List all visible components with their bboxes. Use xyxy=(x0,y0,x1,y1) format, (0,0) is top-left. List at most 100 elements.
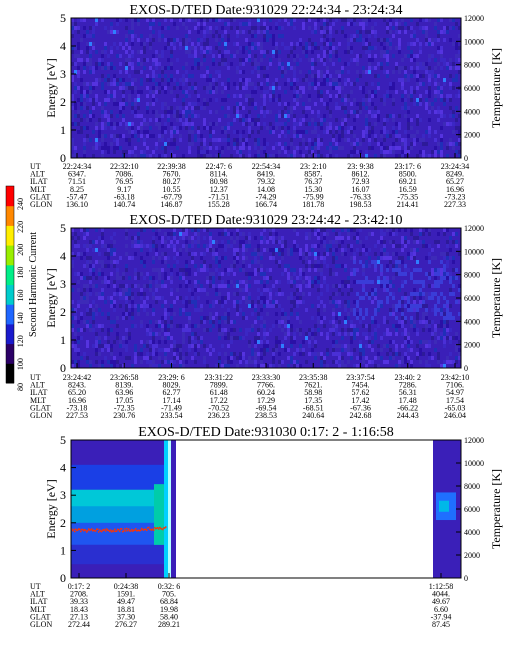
heatmap-cell xyxy=(206,300,209,304)
heatmap-cell xyxy=(179,46,182,50)
heatmap-cell xyxy=(188,320,191,324)
heatmap-cell xyxy=(92,82,95,86)
heatmap-cell xyxy=(113,304,116,308)
heatmap-cell xyxy=(308,284,311,288)
heatmap-cell xyxy=(167,142,170,146)
heatmap-cell xyxy=(239,154,242,158)
heatmap-cell xyxy=(434,348,437,352)
ephemeris-value-alt: 1591. xyxy=(117,590,135,599)
temperature-point xyxy=(144,528,146,531)
heatmap-cell xyxy=(374,312,377,316)
heatmap-cell xyxy=(386,228,389,232)
heatmap-cell xyxy=(401,360,404,364)
heatmap-cell xyxy=(407,336,410,340)
ephemeris-value-glon: 227.33 xyxy=(444,200,466,209)
heatmap-cell xyxy=(440,134,443,138)
heatmap-cell xyxy=(122,102,125,106)
heatmap-cell xyxy=(185,38,188,42)
heatmap-cell xyxy=(167,82,170,86)
heatmap-cell xyxy=(392,324,395,328)
heatmap-cell xyxy=(152,268,155,272)
heatmap-cell xyxy=(359,150,362,154)
heatmap-cell xyxy=(209,110,212,114)
temperature-point xyxy=(78,528,80,530)
heatmap-cell xyxy=(263,324,266,328)
heatmap-cell xyxy=(263,114,266,118)
heatmap-cell xyxy=(296,102,299,106)
heatmap-cell xyxy=(239,70,242,74)
heatmap-cell xyxy=(245,332,248,336)
heatmap-cell xyxy=(293,66,296,70)
heatmap-cell xyxy=(335,304,338,308)
heatmap-cell xyxy=(83,236,86,240)
heatmap-cell xyxy=(83,276,86,280)
heatmap-cell xyxy=(434,304,437,308)
heatmap-cell xyxy=(341,118,344,122)
heatmap-cell xyxy=(305,256,308,260)
heatmap-cell xyxy=(170,130,173,134)
heatmap-cell xyxy=(344,344,347,348)
heatmap-cell xyxy=(191,252,194,256)
heatmap-cell xyxy=(350,46,353,50)
heatmap-cell xyxy=(149,328,152,332)
heatmap-cell xyxy=(443,252,446,256)
heatmap-cell xyxy=(407,252,410,256)
heatmap-cell xyxy=(320,352,323,356)
heatmap-cell xyxy=(260,324,263,328)
heatmap-cell xyxy=(167,58,170,62)
heatmap-cell xyxy=(125,86,128,90)
heatmap-cell xyxy=(230,26,233,30)
heatmap-cell xyxy=(185,18,188,22)
heatmap-cell xyxy=(314,78,317,82)
heatmap-cell xyxy=(443,264,446,268)
heatmap-cell xyxy=(323,280,326,284)
heatmap-cell xyxy=(395,308,398,312)
heatmap-cell xyxy=(179,236,182,240)
temperature-point xyxy=(146,529,148,532)
heatmap-cell xyxy=(212,248,215,252)
heatmap-cell xyxy=(110,296,113,300)
heatmap-cell xyxy=(380,142,383,146)
heatmap-cell xyxy=(248,58,251,62)
heatmap-cell xyxy=(314,154,317,158)
heatmap-cell xyxy=(257,138,260,142)
heatmap-cell xyxy=(278,142,281,146)
heatmap-cell xyxy=(455,348,458,352)
colorbar-segment xyxy=(6,323,14,345)
heatmap-cell xyxy=(437,106,440,110)
heatmap-cell xyxy=(131,62,134,66)
heatmap-cell xyxy=(155,244,158,248)
heatmap-cell xyxy=(200,154,203,158)
heatmap-cell xyxy=(239,114,242,118)
heatmap-cell xyxy=(125,50,128,54)
heatmap-cell xyxy=(113,320,116,324)
heatmap-cell xyxy=(143,356,146,360)
heatmap-cell xyxy=(215,146,218,150)
ephemeris-value-ilat: 56.31 xyxy=(399,388,417,397)
heatmap-cell xyxy=(314,264,317,268)
heatmap-cell xyxy=(443,336,446,340)
heatmap-cell xyxy=(155,248,158,252)
heatmap-cell xyxy=(392,292,395,296)
heatmap-cell xyxy=(248,236,251,240)
heatmap-cell xyxy=(104,146,107,150)
heatmap-cell xyxy=(239,328,242,332)
heatmap-cell xyxy=(224,58,227,62)
heatmap-cell xyxy=(161,78,164,82)
heatmap-cell xyxy=(233,304,236,308)
heatmap-cell xyxy=(83,142,86,146)
heatmap-cell xyxy=(266,142,269,146)
heatmap-cell xyxy=(419,150,422,154)
heatmap-cell xyxy=(458,348,461,352)
heatmap-cell xyxy=(299,320,302,324)
heatmap-cell xyxy=(308,268,311,272)
y-tick-label: 3 xyxy=(60,488,66,502)
heatmap-cell xyxy=(233,118,236,122)
heatmap-cell xyxy=(281,244,284,248)
ephemeris-value-glat: -67.36 xyxy=(350,403,371,412)
heatmap-cell xyxy=(191,142,194,146)
heatmap-cell xyxy=(446,336,449,340)
heatmap-cell xyxy=(173,78,176,82)
heatmap-cell xyxy=(287,348,290,352)
heatmap-cell xyxy=(281,248,284,252)
